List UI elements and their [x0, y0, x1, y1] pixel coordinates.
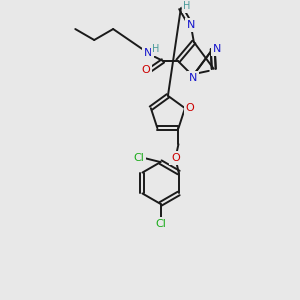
Text: O: O	[142, 65, 150, 75]
Text: H: H	[152, 44, 160, 54]
Text: Cl: Cl	[133, 153, 144, 163]
Text: N: N	[213, 44, 221, 54]
Text: H: H	[183, 1, 190, 11]
Text: N: N	[189, 73, 197, 83]
Text: N: N	[144, 48, 152, 58]
Text: O: O	[186, 103, 194, 113]
Text: N: N	[187, 20, 195, 30]
Text: Cl: Cl	[155, 219, 166, 229]
Text: O: O	[171, 153, 180, 163]
